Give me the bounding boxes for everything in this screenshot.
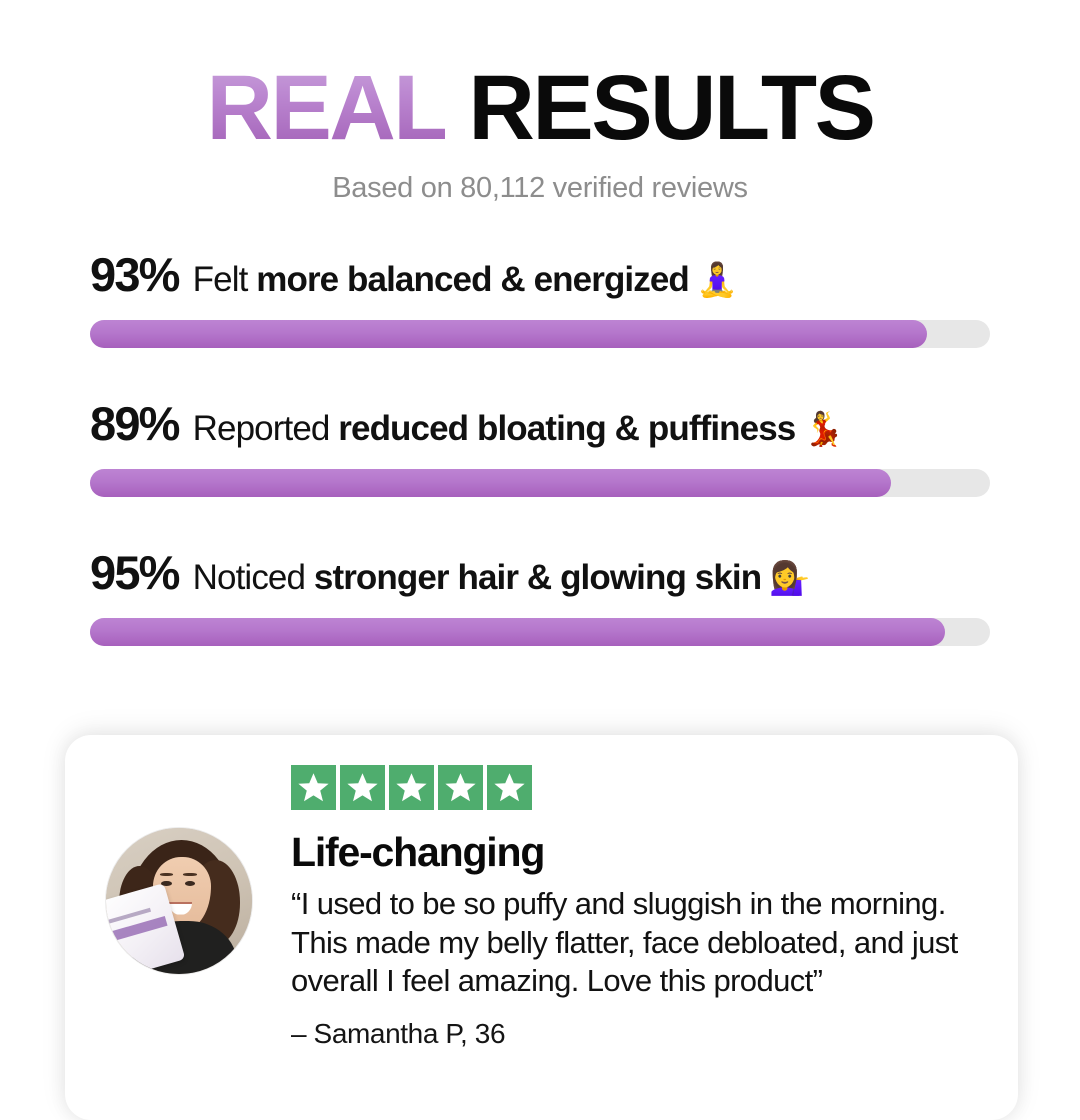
avatar: [105, 827, 253, 975]
stat-line: 93% Felt more balanced & energized 🧘‍♀️: [90, 247, 990, 302]
star-icon: [340, 765, 385, 810]
stat-label-bold: reduced bloating & puffiness: [338, 409, 796, 448]
stats-list: 93% Felt more balanced & energized 🧘‍♀️ …: [0, 247, 1080, 646]
avatar-smile: [168, 902, 193, 915]
avatar-brow-left: [160, 873, 174, 877]
progress-bar-track: [90, 320, 990, 348]
star-icon: [291, 765, 336, 810]
subtitle: Based on 80,112 verified reviews: [332, 172, 748, 204]
star-icon: [438, 765, 483, 810]
avatar-column: [105, 765, 253, 1120]
stat-label-bold: more balanced & energized: [256, 260, 690, 299]
stat-label-bold: stronger hair & glowing skin: [313, 558, 762, 597]
stat-row: 89% Reported reduced bloating & puffines…: [90, 396, 990, 497]
stat-label-lead: Noticed: [192, 558, 314, 597]
progress-bar-track: [90, 618, 990, 646]
review-title: Life-changing: [291, 829, 545, 875]
stat-label: Noticed stronger hair & glowing skin: [193, 558, 762, 598]
avatar-eye-left: [161, 880, 172, 886]
star-rating: [291, 765, 978, 810]
woman-in-lotus-position-emoji: 🧘‍♀️: [696, 261, 738, 298]
stat-percent: 95%: [90, 546, 180, 599]
progress-bar-fill: [90, 618, 945, 646]
stat-line: 89% Reported reduced bloating & puffines…: [90, 396, 990, 451]
title-highlight: REAL: [206, 57, 448, 159]
progress-bar-fill: [90, 469, 891, 497]
stat-percent: 89%: [90, 397, 180, 450]
stat-line: 95% Noticed stronger hair & glowing skin…: [90, 545, 990, 600]
stat-row: 95% Noticed stronger hair & glowing skin…: [90, 545, 990, 646]
header: REAL RESULTS Based on 80,112 verified re…: [0, 0, 1080, 205]
stat-label: Felt more balanced & energized: [192, 260, 690, 300]
avatar-brow-right: [183, 873, 197, 877]
review-author: – Samantha P, 36: [291, 1018, 506, 1050]
avatar-eye-right: [184, 880, 196, 886]
star-icon: [389, 765, 434, 810]
woman-dancing-emoji: 💃: [803, 410, 845, 447]
stat-label-lead: Felt: [192, 260, 257, 299]
review-card: Life-changing “I used to be so puffy and…: [65, 735, 1018, 1120]
stat-percent: 93%: [90, 248, 180, 301]
page-title: REAL RESULTS: [0, 62, 1080, 154]
stat-label-lead: Reported: [192, 409, 339, 448]
review-text: “I used to be so puffy and sluggish in t…: [291, 886, 958, 998]
star-icon: [487, 765, 532, 810]
stat-row: 93% Felt more balanced & energized 🧘‍♀️: [90, 247, 990, 348]
woman-tipping-hand-emoji: 💁‍♀️: [769, 559, 811, 596]
progress-bar-fill: [90, 320, 927, 348]
progress-bar-track: [90, 469, 990, 497]
review-body: Life-changing “I used to be so puffy and…: [253, 765, 978, 1120]
stat-label: Reported reduced bloating & puffiness: [192, 409, 797, 449]
title-rest: RESULTS: [468, 57, 876, 159]
